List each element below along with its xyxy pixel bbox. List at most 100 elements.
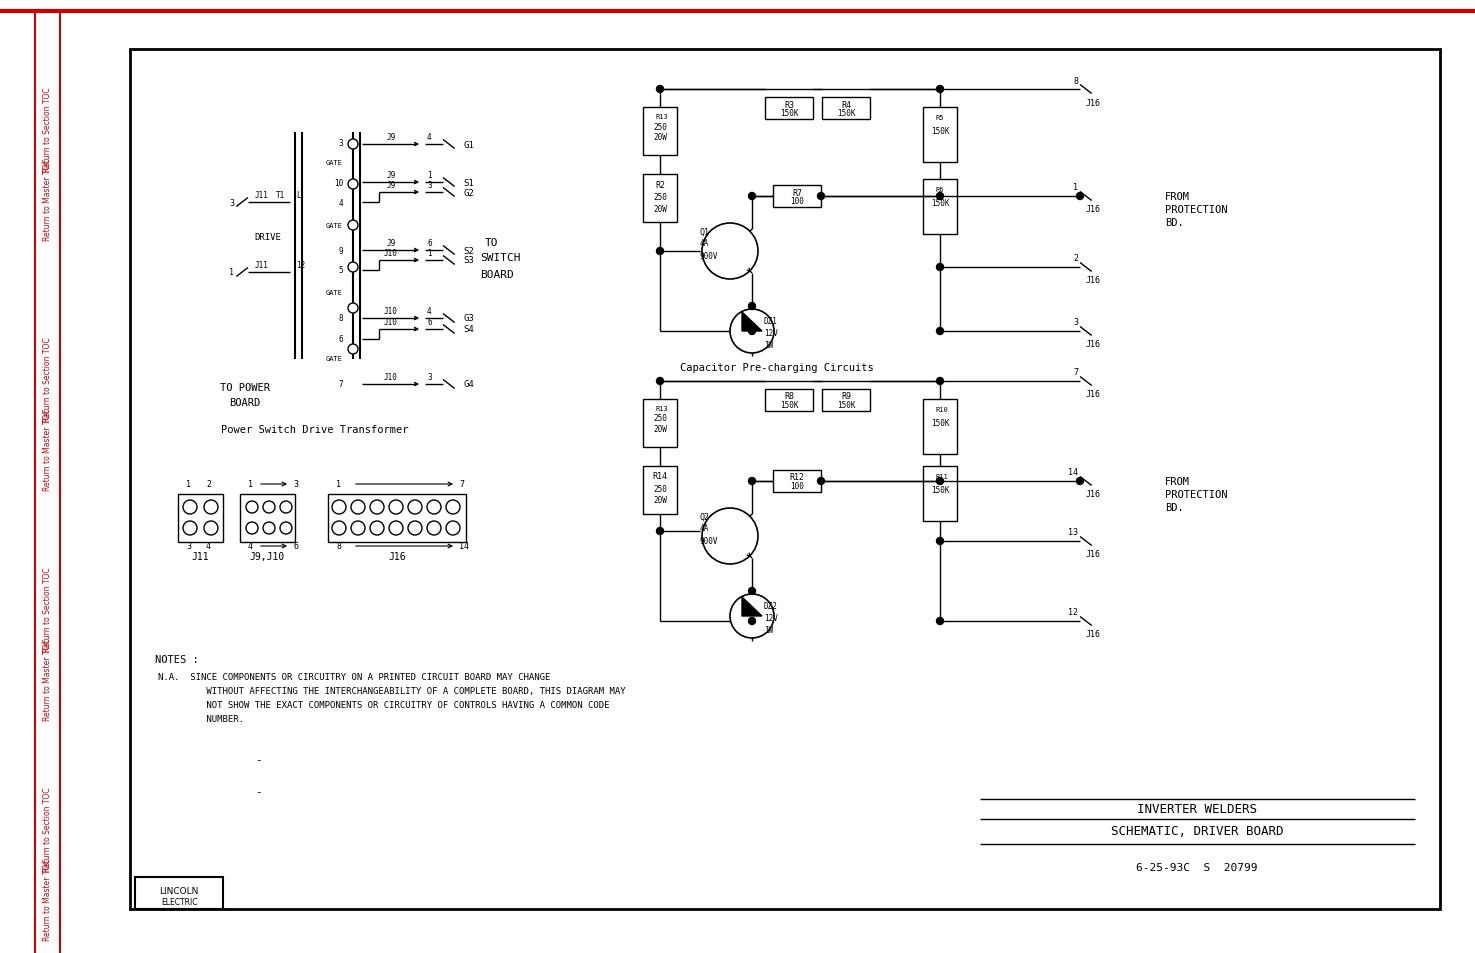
- Text: J16: J16: [388, 552, 406, 561]
- Text: TO POWER: TO POWER: [220, 382, 270, 393]
- Circle shape: [1077, 193, 1084, 200]
- Text: J11: J11: [192, 552, 209, 561]
- Bar: [923, 108, 957, 163]
- Text: GATE: GATE: [326, 290, 344, 295]
- Circle shape: [817, 478, 825, 485]
- Text: 12V: 12V: [764, 614, 777, 623]
- Text: Q1: Q1: [701, 227, 709, 236]
- Text: R11: R11: [937, 474, 948, 479]
- Circle shape: [656, 378, 664, 385]
- Text: 5: 5: [338, 266, 344, 275]
- Circle shape: [817, 193, 825, 200]
- Text: 250: 250: [653, 193, 667, 202]
- Circle shape: [348, 304, 358, 314]
- Circle shape: [409, 521, 422, 536]
- Text: G3: G3: [463, 314, 473, 323]
- Text: T1: T1: [276, 192, 285, 200]
- Text: FROM: FROM: [1165, 476, 1190, 486]
- Text: 8: 8: [1072, 77, 1078, 87]
- Circle shape: [937, 193, 944, 200]
- Text: J9: J9: [386, 181, 395, 191]
- Text: 150K: 150K: [780, 110, 798, 118]
- Text: 2: 2: [1072, 254, 1078, 263]
- Circle shape: [445, 521, 460, 536]
- Circle shape: [348, 180, 358, 190]
- Text: J11: J11: [255, 261, 268, 271]
- Circle shape: [409, 500, 422, 515]
- Text: J16: J16: [1086, 490, 1100, 499]
- Text: J16: J16: [1086, 276, 1100, 285]
- Text: Return to Master TOC: Return to Master TOC: [43, 638, 52, 720]
- Bar: [766, 98, 813, 120]
- Text: DZ2: DZ2: [764, 602, 777, 611]
- Text: 20W: 20W: [653, 204, 667, 213]
- Text: Return to Section TOC: Return to Section TOC: [43, 88, 52, 172]
- Text: R12: R12: [789, 473, 804, 482]
- Text: J9: J9: [386, 172, 395, 180]
- Text: R4: R4: [841, 100, 851, 110]
- Text: S2: S2: [463, 246, 473, 255]
- Text: FROM: FROM: [1165, 192, 1190, 202]
- Text: NOTES :: NOTES :: [155, 655, 199, 664]
- Text: 3: 3: [426, 374, 432, 382]
- Text: GATE: GATE: [326, 160, 344, 166]
- Text: N.A.  SINCE COMPONENTS OR CIRCUITRY ON A PRINTED CIRCUIT BOARD MAY CHANGE: N.A. SINCE COMPONENTS OR CIRCUITRY ON A …: [158, 673, 550, 681]
- Text: 1: 1: [248, 480, 254, 489]
- Circle shape: [389, 500, 403, 515]
- Text: J10: J10: [384, 250, 398, 258]
- Text: 3: 3: [338, 138, 344, 148]
- Text: ELECTRIC: ELECTRIC: [161, 898, 198, 906]
- Text: 150K: 150K: [780, 401, 798, 410]
- Text: Capacitor Pre-charging Circuits: Capacitor Pre-charging Circuits: [680, 363, 873, 373]
- Text: BOARD: BOARD: [230, 397, 261, 408]
- Text: 4: 4: [207, 542, 211, 551]
- Text: R14: R14: [652, 472, 668, 481]
- Text: R13: R13: [656, 406, 668, 412]
- Circle shape: [937, 478, 944, 485]
- Bar: [923, 180, 957, 234]
- Text: 6: 6: [294, 542, 298, 551]
- Bar: [643, 108, 677, 156]
- Circle shape: [445, 500, 460, 515]
- Circle shape: [937, 378, 944, 385]
- Text: 1: 1: [426, 250, 432, 258]
- Bar: [130, 50, 1440, 909]
- Circle shape: [204, 521, 218, 536]
- Text: R2: R2: [655, 180, 665, 190]
- Bar: [822, 98, 870, 120]
- Text: R7: R7: [792, 189, 802, 197]
- Circle shape: [351, 500, 364, 515]
- Circle shape: [937, 264, 944, 272]
- Text: Q2: Q2: [701, 512, 709, 521]
- Text: J10: J10: [384, 307, 398, 316]
- Text: 7: 7: [338, 380, 344, 389]
- Text: 20W: 20W: [653, 496, 667, 505]
- Text: GATE: GATE: [326, 223, 344, 229]
- Circle shape: [937, 87, 944, 93]
- Circle shape: [280, 522, 292, 535]
- Bar: [822, 390, 870, 412]
- Text: 1: 1: [426, 172, 432, 180]
- Text: R8: R8: [785, 392, 794, 401]
- Text: J16: J16: [1086, 550, 1100, 558]
- Text: R6: R6: [937, 187, 944, 193]
- Text: 14: 14: [1068, 468, 1078, 477]
- Text: 150K: 150K: [931, 419, 950, 428]
- Circle shape: [748, 588, 755, 595]
- Text: BD.: BD.: [1165, 502, 1184, 513]
- Text: J16: J16: [1086, 98, 1100, 108]
- Circle shape: [702, 224, 758, 280]
- Text: 3: 3: [229, 198, 235, 208]
- Bar: [773, 471, 822, 493]
- Circle shape: [656, 528, 664, 535]
- Polygon shape: [742, 598, 763, 617]
- Circle shape: [656, 248, 664, 255]
- Circle shape: [426, 500, 441, 515]
- Text: J9,J10: J9,J10: [249, 552, 285, 561]
- Text: Return to Section TOC: Return to Section TOC: [43, 567, 52, 652]
- Text: SWITCH: SWITCH: [479, 253, 521, 263]
- Circle shape: [937, 328, 944, 335]
- Text: 4: 4: [338, 198, 344, 208]
- Text: S4: S4: [463, 325, 473, 335]
- Text: 100: 100: [791, 197, 804, 206]
